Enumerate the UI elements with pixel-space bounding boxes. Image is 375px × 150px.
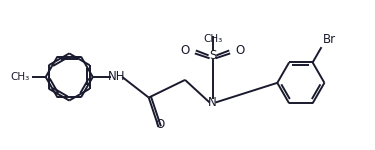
Text: CH₃: CH₃: [11, 72, 30, 82]
Text: O: O: [235, 44, 244, 57]
Text: CH₃: CH₃: [203, 34, 222, 44]
Text: N: N: [208, 96, 217, 109]
Text: S: S: [209, 49, 216, 62]
Text: Br: Br: [322, 33, 336, 46]
Text: NH: NH: [108, 70, 125, 83]
Text: O: O: [181, 44, 190, 57]
Text: O: O: [155, 118, 164, 131]
